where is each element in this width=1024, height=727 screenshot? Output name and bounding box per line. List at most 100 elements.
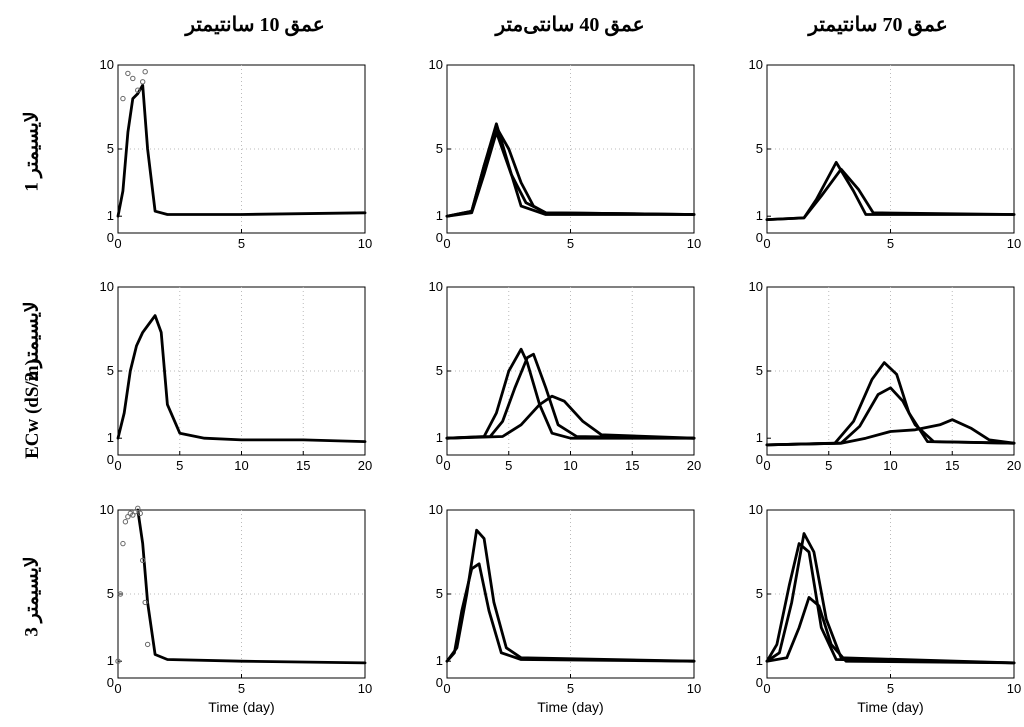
series-line-2: [445, 528, 696, 663]
x-tick-label: 10: [358, 236, 372, 251]
x-tick-label: 0: [763, 236, 770, 251]
data-point: [120, 540, 126, 547]
data-point: [130, 75, 136, 82]
y-tick-label: 5: [756, 141, 763, 156]
data-point: [140, 79, 146, 85]
x-tick-label: 0: [114, 681, 121, 696]
data-point: [120, 95, 126, 102]
x-tick-label: 5: [505, 458, 512, 473]
x-tick-label: 10: [1007, 236, 1021, 251]
x-tick-label: 10: [1007, 681, 1021, 696]
y-tick-label: 0: [756, 230, 763, 245]
x-tick-label: 10: [563, 458, 577, 473]
y-tick-label: 0: [756, 675, 763, 690]
x-tick-label: 5: [176, 458, 183, 473]
y-tick-label: 10: [749, 502, 763, 517]
y-tick-label: 1: [436, 208, 443, 223]
series-line-1: [116, 83, 367, 218]
x-tick-label: 20: [358, 458, 372, 473]
data-point: [137, 510, 143, 517]
y-tick-label: 0: [756, 452, 763, 467]
x-tick-label: 0: [763, 681, 770, 696]
x-tick-label: 15: [945, 458, 959, 473]
x-tick-label: 10: [687, 681, 701, 696]
series-line-1: [445, 562, 696, 663]
y-tick-label: 10: [100, 57, 114, 72]
data-point: [144, 641, 151, 648]
x-tick-label: 5: [567, 236, 574, 251]
series-line-2: [765, 386, 1016, 447]
x-tick-label: 10: [883, 458, 897, 473]
y-tick-label: 5: [107, 586, 114, 601]
x-tick-label: 10: [234, 458, 248, 473]
y-tick-label: 5: [436, 586, 443, 601]
data-point: [117, 591, 124, 597]
data-point: [140, 557, 146, 564]
y-tick-label: 0: [436, 675, 443, 690]
data-point: [115, 658, 121, 664]
y-tick-label: 5: [107, 363, 114, 378]
series-line-1: [765, 542, 1016, 665]
x-tick-label: 0: [443, 681, 450, 696]
y-tick-label: 0: [107, 675, 114, 690]
series-line-1: [445, 347, 696, 440]
y-tick-label: 5: [756, 363, 763, 378]
x-tick-label: 0: [443, 458, 450, 473]
y-tick-label: 10: [749, 279, 763, 294]
x-tick-label: 5: [825, 458, 832, 473]
x-tick-label: 0: [114, 458, 121, 473]
data-point: [135, 505, 141, 512]
x-tick-label: 5: [567, 681, 574, 696]
x-tick-label: 10: [358, 681, 372, 696]
x-axis-label: Time (day): [537, 699, 603, 715]
column-title-depth-40: عمق 40 سانتی‌متر: [495, 14, 645, 36]
x-tick-label: 15: [625, 458, 639, 473]
column-title-depth-70: عمق 70 سانتیمتر: [808, 14, 948, 36]
y-tick-label: 10: [100, 502, 114, 517]
series-line-3: [765, 418, 1016, 447]
y-tick-label: 1: [436, 430, 443, 445]
x-tick-label: 0: [114, 236, 121, 251]
data-point: [142, 69, 148, 75]
y-tick-label: 5: [436, 363, 443, 378]
y-tick-label: 1: [756, 653, 763, 668]
series-line-2: [765, 167, 1016, 221]
x-tick-label: 20: [1007, 458, 1021, 473]
y-tick-label: 1: [756, 208, 763, 223]
series-line-1: [116, 314, 367, 443]
x-tick-label: 0: [443, 236, 450, 251]
y-tick-label: 0: [436, 452, 443, 467]
y-tick-label: 5: [436, 141, 443, 156]
x-tick-label: 5: [238, 681, 245, 696]
data-point: [132, 508, 138, 515]
y-tick-label: 0: [107, 452, 114, 467]
x-tick-label: 5: [887, 681, 894, 696]
y-tick-label: 10: [429, 502, 443, 517]
x-axis-label: Time (day): [857, 699, 923, 715]
x-axis-label: Time (day): [208, 699, 274, 715]
data-point: [125, 70, 131, 77]
x-tick-label: 15: [296, 458, 310, 473]
y-tick-label: 1: [107, 430, 114, 445]
y-tick-label: 10: [429, 57, 443, 72]
y-tick-label: 10: [100, 279, 114, 294]
series-line-2: [445, 352, 696, 440]
y-tick-label: 10: [429, 279, 443, 294]
x-tick-label: 5: [238, 236, 245, 251]
y-tick-label: 0: [436, 230, 443, 245]
y-tick-label: 0: [107, 230, 114, 245]
y-tick-label: 1: [436, 653, 443, 668]
column-title-depth-10: عمق 10 سانتیمتر: [185, 14, 325, 36]
data-point: [135, 87, 141, 93]
y-tick-label: 5: [756, 586, 763, 601]
x-tick-label: 20: [687, 458, 701, 473]
series-line-3: [445, 130, 696, 218]
data-point: [125, 514, 131, 520]
